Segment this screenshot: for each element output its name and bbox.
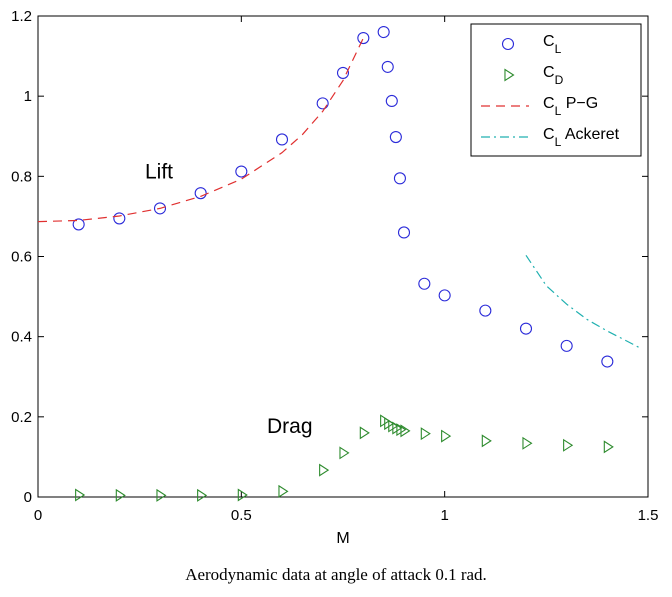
data-point-triangle [603,440,614,454]
data-point-circle [194,187,207,200]
data-point-triangle [115,488,126,502]
annotation-label: Lift [145,160,173,183]
x-axis-label: M [336,530,349,547]
series-4 [525,254,641,349]
data-point-circle [397,226,411,239]
axis-ticks: 0 0.5 1 1.5 0 0.2 0.4 0.6 0.8 1 1.2 [11,8,658,524]
data-point-triangle [319,463,330,477]
y-tick-label: 1 [24,88,32,105]
x-tick-label: 0.5 [231,507,252,524]
legend-label-sub: L [555,135,562,149]
series-1 [72,25,614,368]
x-tick-label: 0 [34,507,42,524]
data-point-circle [389,131,402,144]
data-point-triangle [359,426,370,440]
y-tick-label: 0.8 [11,168,32,185]
data-point-triangle [400,424,411,438]
legend-swatch-circle [501,37,515,51]
legend-label-main: C [543,64,555,81]
figure-caption: Aerodynamic data at angle of attack 0.1 … [185,565,487,584]
data-point-circle [560,339,573,352]
legend-label: CD [543,64,564,87]
legend-label-main: C [543,126,555,143]
data-point-circle [336,66,350,79]
data-point-circle [381,60,394,73]
legend-entry: CD [504,64,564,87]
data-point-circle [357,31,370,45]
data-point-circle [113,212,126,225]
data-point-triangle [420,427,431,441]
x-tick-label: 1.5 [638,507,659,524]
legend-entry: CL P−G [481,95,598,118]
data-point-circle [235,165,248,178]
data-point-triangle [339,446,350,460]
data-point-circle [438,289,451,302]
data-point-circle [385,94,398,108]
data-point-circle [72,218,85,231]
legend-label-sub: D [555,73,564,87]
data-point-triangle [563,438,574,452]
legend-label-main: C [543,95,555,112]
data-point-circle [519,322,533,335]
series-2 [75,414,614,502]
legend-box [470,23,642,157]
legend-label: CL [543,33,562,56]
data-point-circle [316,97,329,110]
y-tick-label: 0.2 [11,409,32,426]
data-point-triangle [481,434,492,448]
legend-label-sub: L [555,104,562,118]
data-point-circle [601,355,614,368]
data-point-circle [393,172,406,185]
legend-label-suffix: P−G [561,95,598,112]
data-point-circle [275,133,289,146]
legend-label-main: C [543,33,555,50]
legend-swatch-triangle [504,68,515,82]
y-tick-label: 0.6 [11,249,32,266]
data-point-triangle [197,488,208,502]
data-point-triangle [75,488,86,502]
x-tick-label: 1 [440,507,448,524]
y-tick-label: 0 [24,489,32,506]
legend-entry: CL Ackeret [481,126,620,149]
data-point-circle [153,202,167,215]
legend-label-suffix: Ackeret [561,126,619,143]
data-point-circle [479,304,492,317]
annotations: Lift Drag [145,160,313,438]
legend-label: CL P−G [543,95,598,118]
legend-label-sub: L [555,42,562,56]
data-point-triangle [278,484,289,498]
data-point-triangle [237,488,248,502]
data-point-triangle [156,488,167,502]
data-series [37,25,641,502]
annotation-label: Drag [267,415,313,438]
series-3 [37,37,364,223]
y-tick-label: 0.4 [11,329,32,346]
series-line [525,254,641,349]
data-point-circle [418,277,431,290]
series-line [37,37,364,223]
data-point-triangle [522,436,533,450]
legend-entry: CL [501,33,562,56]
data-point-circle [377,25,390,39]
y-tick-label: 1.2 [11,8,32,25]
legend-label: CL Ackeret [543,126,620,149]
data-point-triangle [441,429,452,443]
